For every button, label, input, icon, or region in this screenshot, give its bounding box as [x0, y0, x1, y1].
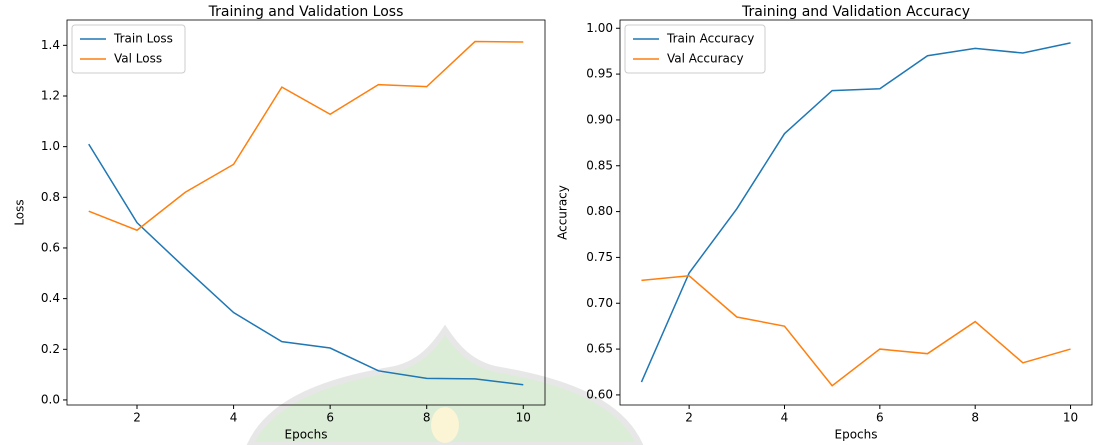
y-tick-label: 0.90: [586, 112, 613, 126]
y-axis-label: Accuracy: [556, 185, 570, 240]
y-tick-label: 0.75: [586, 250, 613, 264]
y-axis-label: Loss: [13, 199, 27, 225]
line-series: [641, 276, 1070, 386]
x-tick-label: 6: [326, 411, 334, 425]
legend-label: Train Accuracy: [666, 32, 754, 46]
chart-title: Training and Validation Loss: [208, 4, 404, 20]
x-tick-label: 4: [781, 411, 789, 425]
y-tick-label: 0.0: [41, 392, 60, 406]
y-tick-label: 0.4: [41, 291, 60, 305]
x-tick-label: 6: [876, 411, 884, 425]
axes-frame: [620, 20, 1092, 405]
x-tick-label: 2: [133, 411, 141, 425]
legend-label: Val Accuracy: [667, 52, 744, 66]
y-tick-label: 0.6: [41, 240, 60, 254]
y-tick-label: 1.0: [41, 139, 60, 153]
watermark-flame: [431, 407, 459, 443]
y-tick-label: 0.8: [41, 190, 60, 204]
x-tick-label: 10: [516, 411, 531, 425]
y-tick-label: 0.80: [586, 204, 613, 218]
x-tick-label: 4: [230, 411, 238, 425]
y-tick-label: 0.2: [41, 342, 60, 356]
legend-label: Val Loss: [114, 52, 162, 66]
axes-frame: [67, 20, 545, 405]
chart-title: Training and Validation Accuracy: [741, 4, 970, 20]
y-tick-label: 1.4: [41, 38, 60, 52]
line-series: [641, 43, 1070, 382]
x-tick-label: 8: [423, 411, 431, 425]
legend-label: Train Loss: [113, 32, 173, 46]
y-tick-label: 0.60: [586, 387, 613, 401]
y-tick-label: 0.85: [586, 158, 613, 172]
figure: Training and Validation Loss Epochs Loss 2 4…: [0, 0, 1103, 445]
x-tick-label: 2: [685, 411, 693, 425]
y-tick-label: 1.2: [41, 88, 60, 102]
x-axis-label: Epochs: [835, 428, 878, 442]
x-tick-label: 8: [971, 411, 979, 425]
y-tick-label: 0.65: [586, 342, 613, 356]
y-tick-label: 0.95: [586, 67, 613, 81]
y-tick-label: 0.70: [586, 296, 613, 310]
x-axis-label: Epochs: [285, 428, 328, 442]
x-tick-label: 10: [1063, 411, 1078, 425]
y-tick-label: 1.00: [586, 21, 613, 35]
